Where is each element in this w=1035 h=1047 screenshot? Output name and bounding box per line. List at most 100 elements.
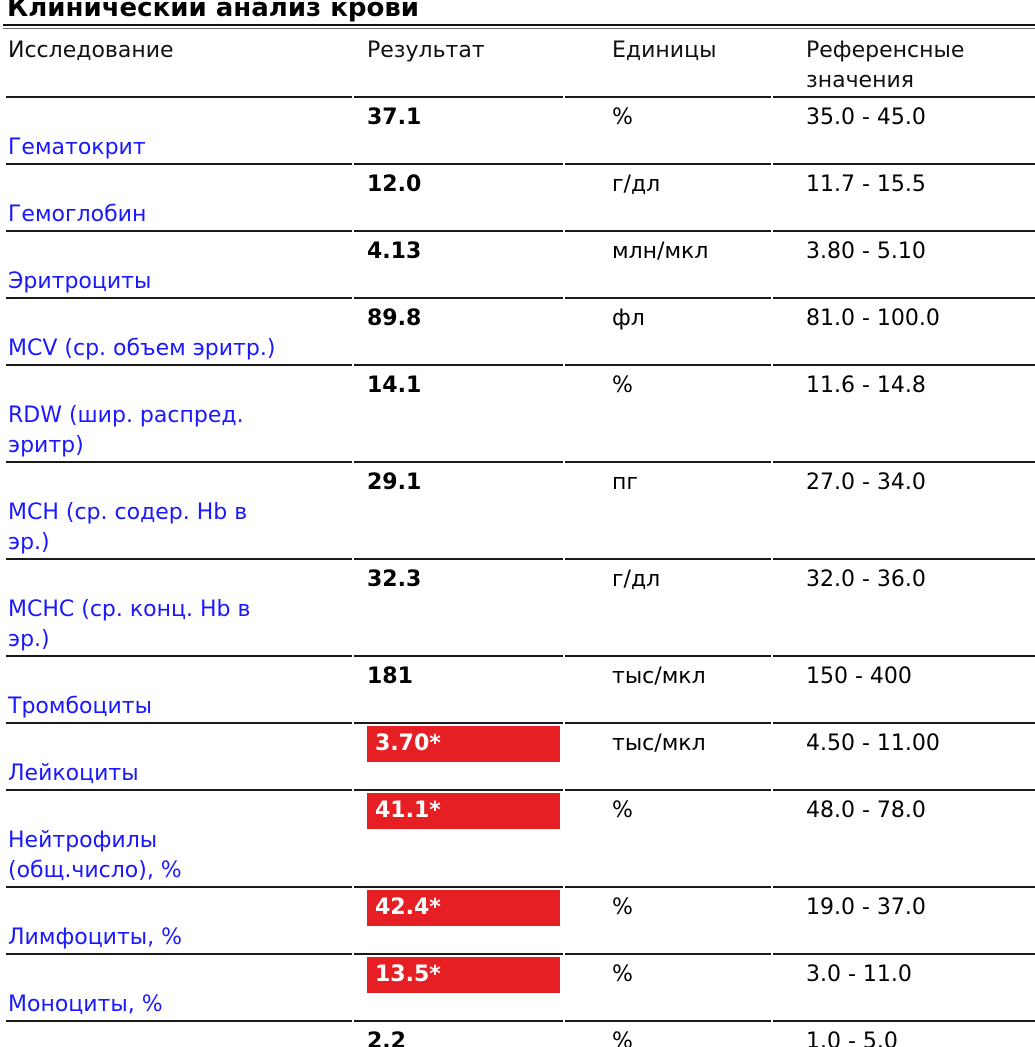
test-name-cell: Эритроциты (6, 230, 352, 297)
units-cell: % (565, 364, 771, 461)
test-name-link[interactable]: Гемоглобин (8, 202, 147, 227)
table-row: Эритроциты 4.13 млн/мкл 3.80 - 5.10 (6, 230, 1035, 297)
result-value: 3.70* (367, 726, 560, 762)
table-header-row: Исследование Результат Единицы Референсн… (6, 29, 1035, 96)
test-name-cell: Лейкоциты (6, 722, 352, 789)
units-cell: млн/мкл (565, 230, 771, 297)
test-name-cell: Моноциты, % (6, 953, 352, 1020)
reference-range-cell: 48.0 - 78.0 (773, 789, 1035, 886)
test-name-cell: Тромбоциты (6, 655, 352, 722)
reference-range-cell: 150 - 400 (773, 655, 1035, 722)
test-name-link[interactable]: Моноциты, % (8, 992, 163, 1017)
result-value: 29.1 (367, 470, 422, 495)
reference-range-cell: 19.0 - 37.0 (773, 886, 1035, 953)
reference-range-cell: 3.80 - 5.10 (773, 230, 1035, 297)
header-test: Исследование (8, 38, 174, 63)
reference-range-cell: 35.0 - 45.0 (773, 96, 1035, 163)
result-cell: 42.4* (354, 886, 563, 953)
test-name-link[interactable]: Лимфоциты, % (8, 925, 183, 950)
test-name-link[interactable]: MCHC (ср. конц. Hb в эр.) (8, 597, 251, 652)
units-cell: % (565, 96, 771, 163)
reference-range-cell: 32.0 - 36.0 (773, 558, 1035, 655)
reference-range-cell: 1.0 - 5.0 (773, 1020, 1035, 1047)
table-row: Эозинофилы, % 2.2 % 1.0 - 5.0 (6, 1020, 1035, 1047)
title-underline (3, 24, 1035, 29)
result-cell: 3.70* (354, 722, 563, 789)
header-result: Результат (367, 38, 485, 63)
table-row: Тромбоциты 181 тыс/мкл 150 - 400 (6, 655, 1035, 722)
result-value: 181 (367, 664, 413, 689)
units-cell: г/дл (565, 558, 771, 655)
reference-range-cell: 11.7 - 15.5 (773, 163, 1035, 230)
table-row: MCV (ср. объем эритр.) 89.8 фл 81.0 - 10… (6, 297, 1035, 364)
reference-range-cell: 4.50 - 11.00 (773, 722, 1035, 789)
result-value: 42.4* (367, 890, 560, 926)
result-cell: 29.1 (354, 461, 563, 558)
units-cell: пг (565, 461, 771, 558)
result-cell: 181 (354, 655, 563, 722)
test-name-cell: MCV (ср. объем эритр.) (6, 297, 352, 364)
result-value: 89.8 (367, 306, 422, 331)
units-cell: г/дл (565, 163, 771, 230)
result-value: 41.1* (367, 793, 560, 829)
table-row: Лейкоциты 3.70* тыс/мкл 4.50 - 11.00 (6, 722, 1035, 789)
test-name-cell: Гемоглобин (6, 163, 352, 230)
header-units: Единицы (612, 38, 717, 63)
table-row: Лимфоциты, % 42.4* % 19.0 - 37.0 (6, 886, 1035, 953)
test-name-cell: Эозинофилы, % (6, 1020, 352, 1047)
lab-results-table-body: Гематокрит 37.1 % 35.0 - 45.0 Гемоглобин… (6, 96, 1035, 1047)
result-cell: 14.1 (354, 364, 563, 461)
lab-results-table: Исследование Результат Единицы Референсн… (6, 29, 1035, 1047)
result-cell: 4.13 (354, 230, 563, 297)
units-cell: фл (565, 297, 771, 364)
result-value: 4.13 (367, 239, 422, 264)
reference-range-cell: 11.6 - 14.8 (773, 364, 1035, 461)
document-title: Клинический анализ крови (7, 0, 419, 23)
table-row: Гематокрит 37.1 % 35.0 - 45.0 (6, 96, 1035, 163)
test-name-cell: RDW (шир. распред. эритр) (6, 364, 352, 461)
result-cell: 13.5* (354, 953, 563, 1020)
header-reference: Референсные значения (806, 38, 965, 93)
test-name-cell: MCHC (ср. конц. Hb в эр.) (6, 558, 352, 655)
test-name-cell: Гематокрит (6, 96, 352, 163)
reference-range-cell: 27.0 - 34.0 (773, 461, 1035, 558)
result-value: 32.3 (367, 567, 422, 592)
test-name-link[interactable]: Эритроциты (8, 269, 152, 294)
result-cell: 12.0 (354, 163, 563, 230)
units-cell: % (565, 1020, 771, 1047)
test-name-cell: MCH (ср. содер. Hb в эр.) (6, 461, 352, 558)
result-value: 2.2 (367, 1029, 406, 1047)
result-value: 37.1 (367, 105, 422, 130)
result-value: 14.1 (367, 373, 422, 398)
reference-range-cell: 81.0 - 100.0 (773, 297, 1035, 364)
table-row: MCH (ср. содер. Hb в эр.) 29.1 пг 27.0 -… (6, 461, 1035, 558)
table-row: RDW (шир. распред. эритр) 14.1 % 11.6 - … (6, 364, 1035, 461)
test-name-link[interactable]: RDW (шир. распред. эритр) (8, 403, 244, 458)
table-row: Гемоглобин 12.0 г/дл 11.7 - 15.5 (6, 163, 1035, 230)
test-name-link[interactable]: MCV (ср. объем эритр.) (8, 336, 276, 361)
test-name-link[interactable]: MCH (ср. содер. Hb в эр.) (8, 500, 248, 555)
table-row: Нейтрофилы (общ.число), % 41.1* % 48.0 -… (6, 789, 1035, 886)
result-cell: 41.1* (354, 789, 563, 886)
test-name-link[interactable]: Нейтрофилы (общ.число), % (8, 828, 182, 883)
test-name-link[interactable]: Гематокрит (8, 135, 146, 160)
test-name-cell: Лимфоциты, % (6, 886, 352, 953)
units-cell: % (565, 789, 771, 886)
result-value: 12.0 (367, 172, 422, 197)
reference-range-cell: 3.0 - 11.0 (773, 953, 1035, 1020)
result-cell: 2.2 (354, 1020, 563, 1047)
table-row: MCHC (ср. конц. Hb в эр.) 32.3 г/дл 32.0… (6, 558, 1035, 655)
test-name-link[interactable]: Тромбоциты (8, 694, 152, 719)
result-cell: 37.1 (354, 96, 563, 163)
units-cell: % (565, 953, 771, 1020)
result-cell: 32.3 (354, 558, 563, 655)
test-name-cell: Нейтрофилы (общ.число), % (6, 789, 352, 886)
result-cell: 89.8 (354, 297, 563, 364)
units-cell: тыс/мкл (565, 655, 771, 722)
units-cell: % (565, 886, 771, 953)
table-row: Моноциты, % 13.5* % 3.0 - 11.0 (6, 953, 1035, 1020)
test-name-link[interactable]: Лейкоциты (8, 761, 139, 786)
result-value: 13.5* (367, 957, 560, 993)
units-cell: тыс/мкл (565, 722, 771, 789)
